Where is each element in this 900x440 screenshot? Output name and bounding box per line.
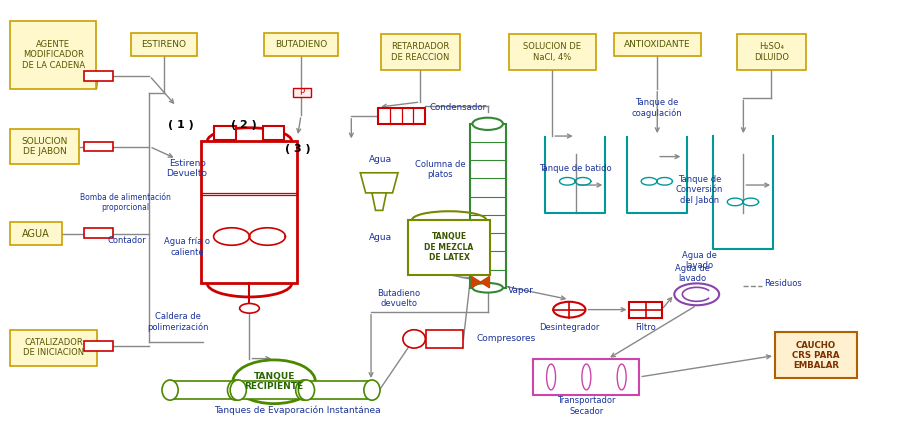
Ellipse shape <box>228 380 244 400</box>
Text: AGUA: AGUA <box>22 228 50 238</box>
FancyBboxPatch shape <box>629 302 661 318</box>
FancyBboxPatch shape <box>84 341 112 351</box>
FancyBboxPatch shape <box>214 126 236 139</box>
Text: Compresores: Compresores <box>477 334 536 344</box>
FancyBboxPatch shape <box>293 88 310 97</box>
Circle shape <box>554 302 586 318</box>
Text: TANQUE
DE MEZCLA
DE LATEX: TANQUE DE MEZCLA DE LATEX <box>425 232 473 262</box>
Polygon shape <box>372 193 386 210</box>
Text: P: P <box>300 88 304 97</box>
Ellipse shape <box>546 364 555 390</box>
Text: Transportador
Secador: Transportador Secador <box>557 396 616 415</box>
Text: Butadieno
devuelto: Butadieno devuelto <box>377 289 420 308</box>
Ellipse shape <box>239 304 259 313</box>
Text: Filtro: Filtro <box>635 323 656 333</box>
FancyBboxPatch shape <box>11 330 97 366</box>
Text: Bomba de alimentación
proporcional: Bomba de alimentación proporcional <box>80 193 171 212</box>
Text: CAUCHO
CRS PARA
EMBALAR: CAUCHO CRS PARA EMBALAR <box>792 341 840 370</box>
Text: Condensador: Condensador <box>429 103 487 112</box>
Polygon shape <box>472 276 490 288</box>
FancyBboxPatch shape <box>470 124 506 288</box>
FancyBboxPatch shape <box>306 381 372 399</box>
Ellipse shape <box>403 330 426 348</box>
Ellipse shape <box>299 380 314 400</box>
Text: Agua: Agua <box>368 233 392 242</box>
Text: Estireno
Devuelto: Estireno Devuelto <box>166 159 208 178</box>
Text: Agua: Agua <box>368 155 392 164</box>
FancyBboxPatch shape <box>775 332 858 378</box>
Text: Columna de
platos: Columna de platos <box>415 160 465 180</box>
Text: ( 2 ): ( 2 ) <box>230 120 256 130</box>
FancyBboxPatch shape <box>265 33 338 56</box>
FancyBboxPatch shape <box>614 33 701 56</box>
FancyBboxPatch shape <box>202 141 298 283</box>
Text: Vapor: Vapor <box>508 286 534 295</box>
FancyBboxPatch shape <box>131 33 197 56</box>
Text: Contador: Contador <box>107 236 146 246</box>
FancyBboxPatch shape <box>263 126 284 139</box>
Text: ( 1 ): ( 1 ) <box>168 120 194 130</box>
FancyBboxPatch shape <box>408 220 490 275</box>
Text: TANQUE
RECIPIENTE: TANQUE RECIPIENTE <box>245 372 303 392</box>
FancyBboxPatch shape <box>426 330 464 348</box>
Text: Tanque de
coagulación: Tanque de coagulación <box>631 98 681 117</box>
Circle shape <box>674 283 719 305</box>
Text: ANTIOXIDANTE: ANTIOXIDANTE <box>624 40 690 49</box>
Text: Caldera de
polimerización: Caldera de polimerización <box>148 312 209 332</box>
Ellipse shape <box>162 380 178 400</box>
Ellipse shape <box>230 380 247 400</box>
Text: AGENTE
MODIFICADOR
DE LA CADENA: AGENTE MODIFICADOR DE LA CADENA <box>22 40 85 70</box>
Text: RETARDADOR
DE REACCION: RETARDADOR DE REACCION <box>392 42 450 62</box>
Ellipse shape <box>472 117 503 130</box>
FancyBboxPatch shape <box>534 359 639 395</box>
Text: Tanque de
Conversión
del Jabón: Tanque de Conversión del Jabón <box>676 175 723 205</box>
FancyBboxPatch shape <box>84 71 112 81</box>
Text: Tanques de Evaporación Instantánea: Tanques de Evaporación Instantánea <box>214 406 381 415</box>
Text: ( 3 ): ( 3 ) <box>284 144 310 154</box>
FancyBboxPatch shape <box>170 381 236 399</box>
FancyBboxPatch shape <box>11 222 61 245</box>
FancyBboxPatch shape <box>11 128 79 165</box>
Text: Agua de
lavado: Agua de lavado <box>682 251 717 270</box>
Text: ESTIRENO: ESTIRENO <box>141 40 186 49</box>
Text: CATALIZADOR
DE INICIACION: CATALIZADOR DE INICIACION <box>22 338 84 357</box>
Text: Residuos: Residuos <box>764 279 802 288</box>
Ellipse shape <box>233 360 315 403</box>
Polygon shape <box>360 173 398 193</box>
Text: H₂SO₄
DILUIDO: H₂SO₄ DILUIDO <box>753 42 788 62</box>
FancyBboxPatch shape <box>381 34 460 70</box>
FancyBboxPatch shape <box>84 228 112 238</box>
Text: Agua fría o
caliente: Agua fría o caliente <box>164 238 210 257</box>
FancyBboxPatch shape <box>378 108 425 124</box>
Text: Tanque de batido: Tanque de batido <box>539 165 612 173</box>
FancyBboxPatch shape <box>84 142 112 151</box>
Text: Desintegrador: Desintegrador <box>539 323 599 333</box>
Ellipse shape <box>296 380 311 400</box>
Ellipse shape <box>617 364 626 390</box>
Text: SOLUCION DE
NaCl, 4%: SOLUCION DE NaCl, 4% <box>523 42 581 62</box>
Text: Agua de
lavado: Agua de lavado <box>675 264 710 283</box>
Text: BUTADIENO: BUTADIENO <box>274 40 328 49</box>
FancyBboxPatch shape <box>238 381 304 399</box>
FancyBboxPatch shape <box>11 21 96 89</box>
Ellipse shape <box>582 364 591 390</box>
FancyBboxPatch shape <box>509 34 596 70</box>
FancyBboxPatch shape <box>737 34 806 70</box>
Ellipse shape <box>364 380 380 400</box>
Ellipse shape <box>472 283 503 293</box>
Text: SOLUCION
DE JABON: SOLUCION DE JABON <box>22 137 68 156</box>
